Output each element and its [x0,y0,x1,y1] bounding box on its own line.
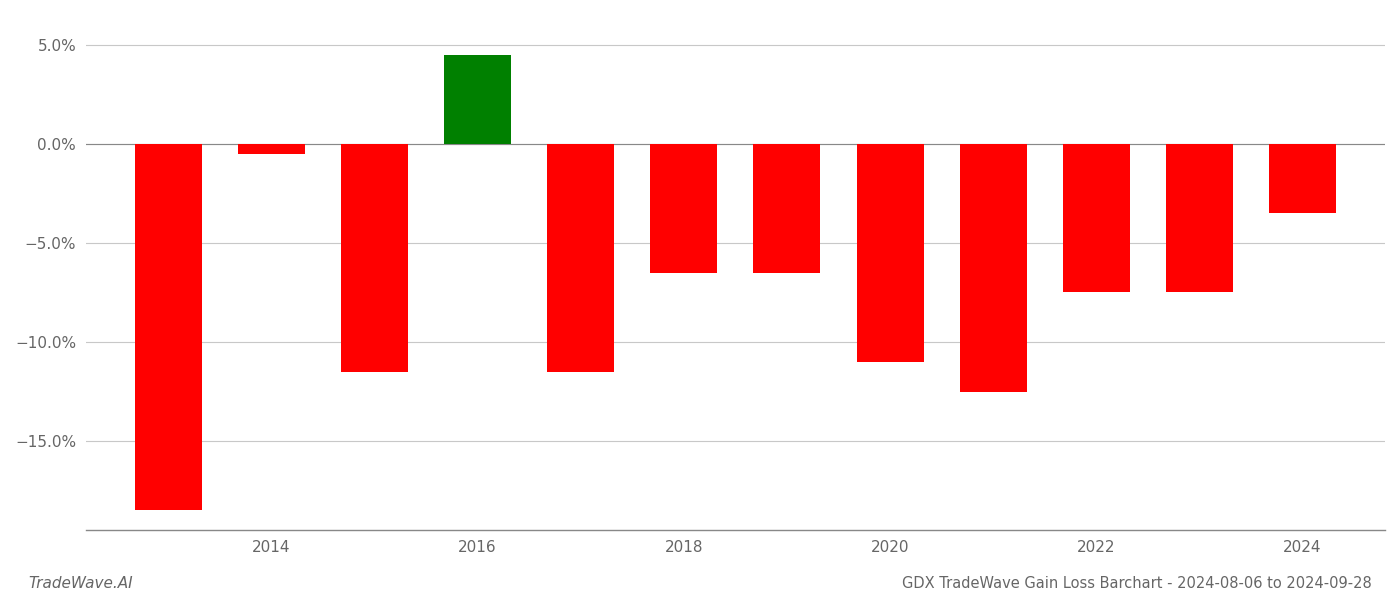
Bar [1166,144,1233,292]
Bar [1063,144,1130,292]
Bar [753,144,820,272]
Bar [857,144,924,362]
Text: GDX TradeWave Gain Loss Barchart - 2024-08-06 to 2024-09-28: GDX TradeWave Gain Loss Barchart - 2024-… [902,576,1372,591]
Bar [342,144,407,372]
Text: TradeWave.AI: TradeWave.AI [28,576,133,591]
Bar [444,55,511,144]
Bar [1268,144,1336,213]
Bar [651,144,717,272]
Bar [959,144,1026,392]
Bar [134,144,202,511]
Bar [238,144,305,154]
Bar [547,144,615,372]
